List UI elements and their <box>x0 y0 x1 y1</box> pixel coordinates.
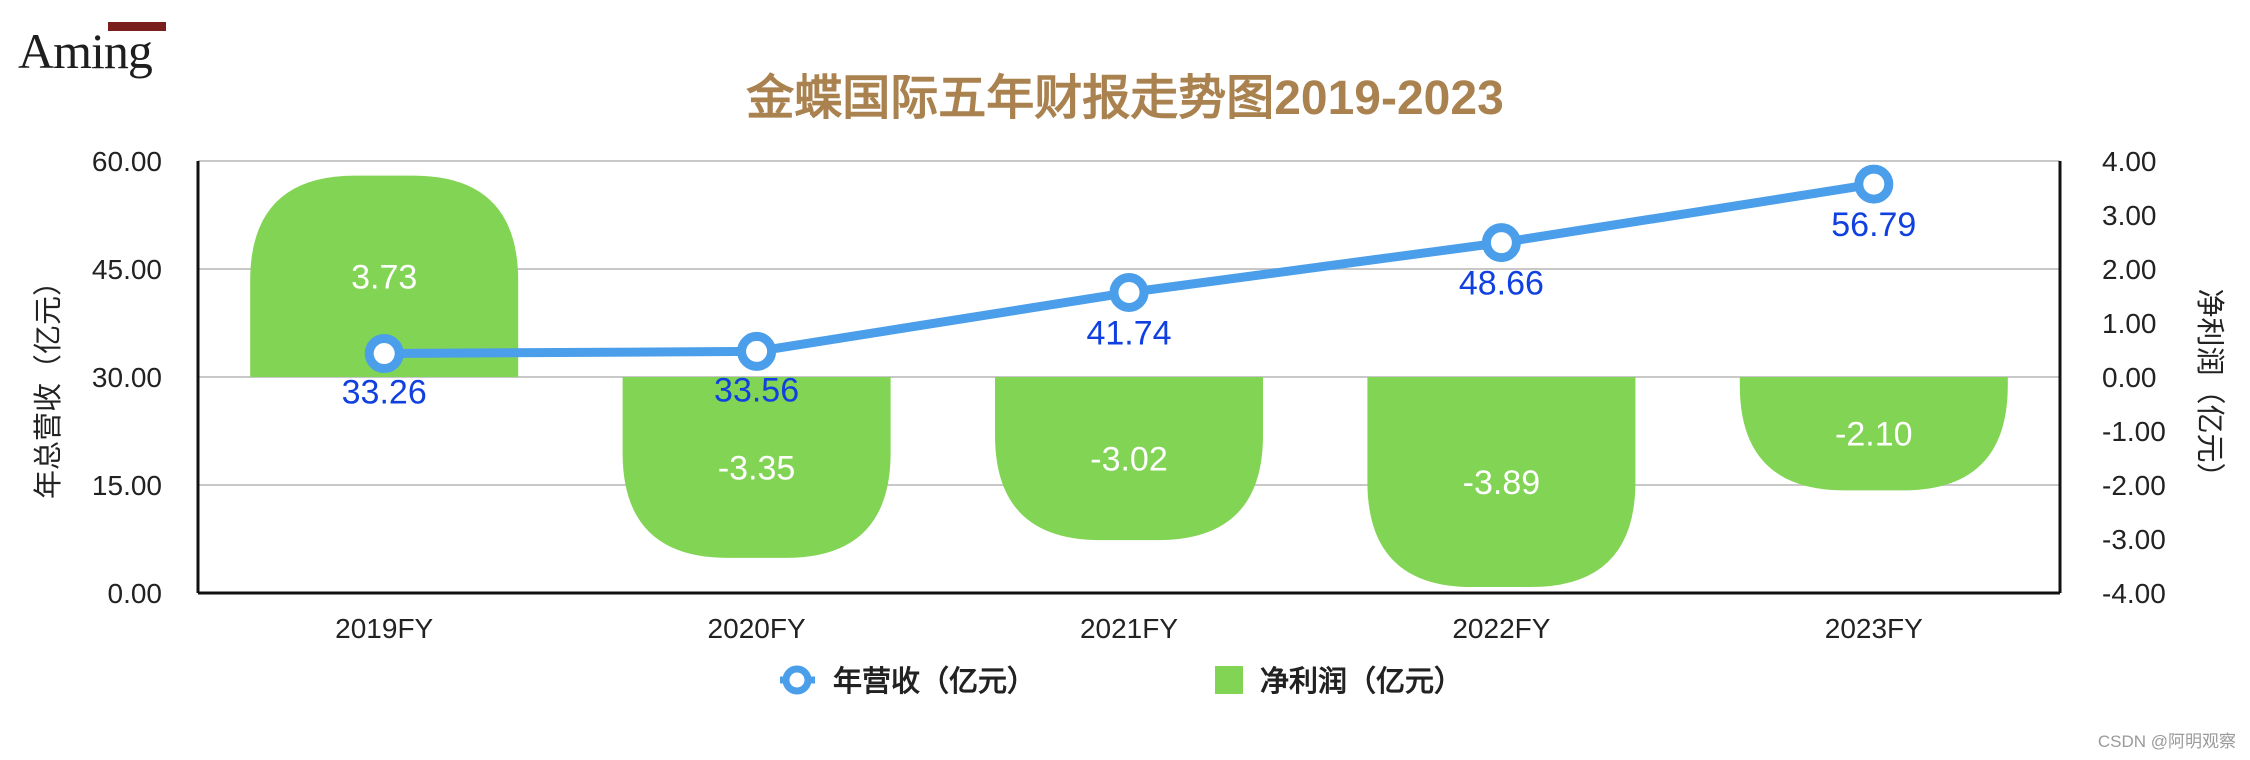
net-profit-bars <box>250 175 2008 588</box>
net-profit-bar-2023FY <box>1739 377 2008 491</box>
y-left-tick-label: 15.00 <box>92 470 162 501</box>
y-right-tick-label: -3.00 <box>2102 524 2166 555</box>
net-profit-label-2023FY: -2.10 <box>1835 416 1913 454</box>
y-right-tick-label: 3.00 <box>2102 200 2157 231</box>
net-profit-label-2021FY: -3.02 <box>1090 441 1168 479</box>
y-left-tick-label: 60.00 <box>92 146 162 177</box>
net-profit-label-2022FY: -3.89 <box>1463 464 1541 502</box>
y-left-tick-label: 30.00 <box>92 362 162 393</box>
x-tick-label: 2021FY <box>1080 613 1178 644</box>
net-profit-bar-2019FY <box>250 175 519 377</box>
net-profit-bar-2021FY <box>995 377 1263 541</box>
revenue-point-2022FY <box>1481 223 1521 263</box>
y-right-tick-label: 4.00 <box>2102 146 2157 177</box>
data-labels: 3.73 -3.35 -3.02 -3.89 -2.10 33.26 33.56 41.74 4… <box>342 206 1917 502</box>
net-profit-bar-2020FY <box>622 377 891 558</box>
revenue-line-series <box>364 164 1894 374</box>
legend-marker-swatch <box>782 665 812 695</box>
y-right-tick-label: 0.00 <box>2102 362 2157 393</box>
legend: 年营收（亿元） 净利润（亿元） <box>780 664 1463 698</box>
watermark: CSDN @阿明观察 <box>2097 732 2236 751</box>
legend-item-revenue[interactable]: 年营收（亿元） <box>780 664 1036 698</box>
revenue-label-2022FY: 48.66 <box>1459 265 1544 303</box>
y-right-tick-label: 1.00 <box>2102 308 2157 339</box>
y-left-tick-label: 0.00 <box>108 578 163 609</box>
net-profit-label-2019FY: 3.73 <box>351 258 417 296</box>
legend-label-revenue: 年营收（亿元） <box>833 664 1036 698</box>
revenue-label-2021FY: 41.74 <box>1086 314 1171 352</box>
x-tick-label: 2020FY <box>708 613 806 644</box>
revenue-label-2023FY: 56.79 <box>1831 206 1916 244</box>
chart-title: 金蝶国际五年财报走势图2019-2023 <box>746 72 1504 125</box>
logo-mark <box>108 22 166 31</box>
y-right-tick-label: -4.00 <box>2102 578 2166 609</box>
y-axis-left-title: 年总营收（亿元） <box>32 267 65 499</box>
x-tick-label: 2023FY <box>1825 613 1923 644</box>
revenue-point-2023FY <box>1854 164 1894 204</box>
revenue-point-2020FY <box>737 331 777 371</box>
y-right-tick-label: -1.00 <box>2102 416 2166 447</box>
y-right-tick-label: -2.00 <box>2102 470 2166 501</box>
y-left-tick-label: 45.00 <box>92 254 162 285</box>
net-profit-label-2020FY: -3.35 <box>718 449 796 487</box>
legend-label-net-profit: 净利润（亿元） <box>1260 664 1463 698</box>
brand-logo: Aming <box>18 22 153 80</box>
x-tick-label: 2019FY <box>335 613 433 644</box>
revenue-label-2020FY: 33.56 <box>714 371 799 409</box>
net-profit-bar-2022FY <box>1367 377 1636 588</box>
revenue-label-2019FY: 33.26 <box>342 374 427 412</box>
y-axis-right-title: 净利润（亿元） <box>2193 288 2226 491</box>
revenue-point-2021FY <box>1109 272 1149 312</box>
logo-text: Aming <box>18 23 153 79</box>
axes <box>196 161 2062 595</box>
revenue-point-2019FY <box>364 334 404 374</box>
tick-labels: 0.00 15.00 30.00 45.00 60.00 -4.00 -3.00 -2.00 -… <box>92 146 2166 644</box>
legend-item-net-profit[interactable]: 净利润（亿元） <box>1215 664 1463 698</box>
legend-bar-swatch <box>1215 666 1243 694</box>
y-right-tick-label: 2.00 <box>2102 254 2157 285</box>
x-tick-label: 2022FY <box>1452 613 1550 644</box>
